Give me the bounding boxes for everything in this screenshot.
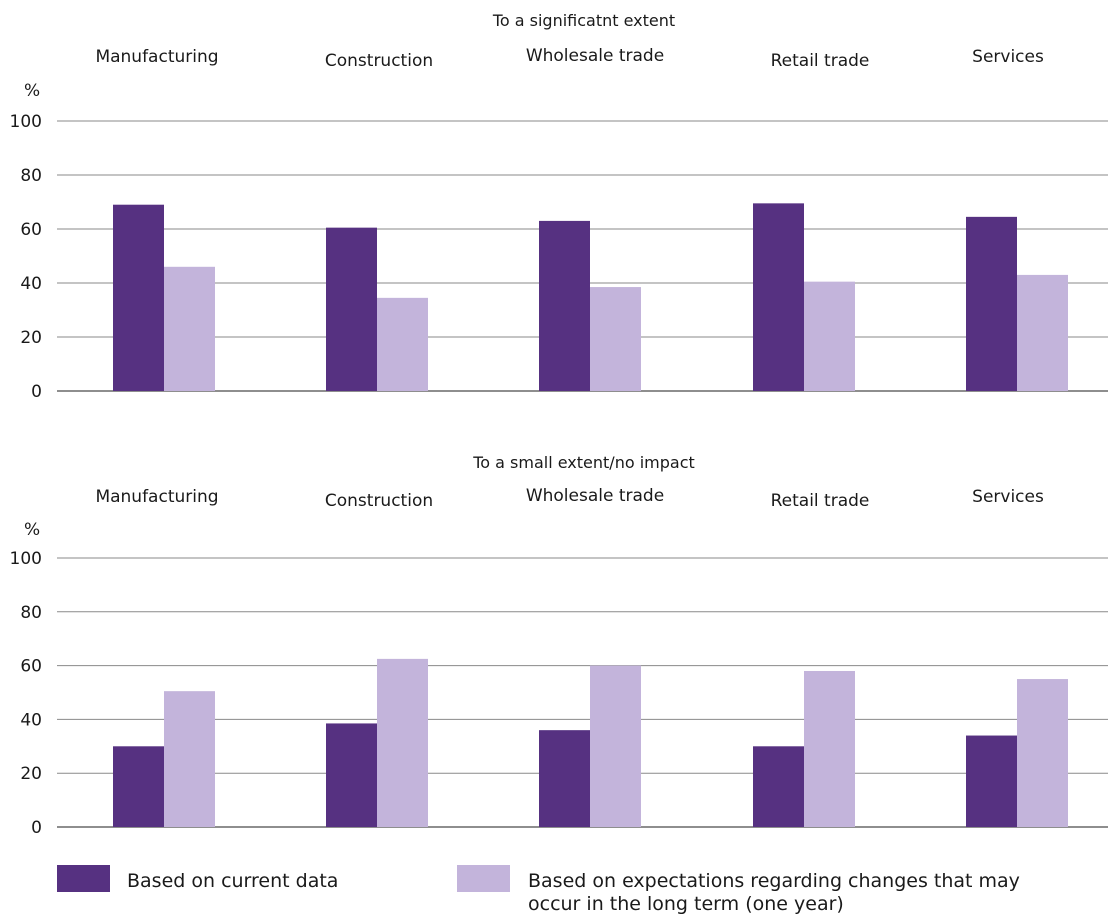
y-tick-label: 0 bbox=[31, 818, 42, 838]
category-label: Construction bbox=[325, 491, 433, 511]
bar-expectations bbox=[1017, 679, 1068, 827]
bar-current bbox=[113, 204, 164, 391]
y-tick-label: 100 bbox=[10, 549, 42, 569]
bar-expectations bbox=[804, 670, 855, 827]
y-tick-label: 20 bbox=[20, 764, 42, 784]
bar-current bbox=[966, 216, 1017, 391]
y-tick-label: 40 bbox=[20, 274, 42, 294]
chart-panel-2: To a small extent/no impact% 0 20 40 60 80 100… bbox=[10, 453, 1108, 838]
bar-expectations bbox=[1017, 274, 1068, 391]
y-tick-label: 60 bbox=[20, 220, 42, 240]
bar-expectations bbox=[164, 266, 215, 391]
category-label: Manufacturing bbox=[95, 487, 218, 507]
y-tick-label: 0 bbox=[31, 382, 42, 402]
category-label: Wholesale trade bbox=[526, 486, 664, 506]
panel-title: To a significatnt extent bbox=[492, 11, 675, 30]
legend-label: Based on current data bbox=[127, 870, 338, 892]
y-axis-unit-label: % bbox=[24, 520, 40, 540]
chart-legend: Based on current data Based on expectatio… bbox=[57, 865, 1020, 914]
category-label: Wholesale trade bbox=[526, 46, 664, 66]
bar-current bbox=[753, 746, 804, 827]
legend-label: occur in the long term (one year) bbox=[528, 893, 844, 914]
bar-expectations bbox=[377, 297, 428, 391]
bar-current bbox=[753, 203, 804, 391]
bar-expectations bbox=[590, 287, 641, 391]
y-tick-label: 80 bbox=[20, 166, 42, 186]
bar-expectations bbox=[590, 665, 641, 827]
category-label: Services bbox=[972, 487, 1044, 507]
bar-current bbox=[539, 730, 590, 827]
bar-current bbox=[326, 227, 377, 391]
category-label: Retail trade bbox=[771, 491, 870, 511]
y-tick-label: 60 bbox=[20, 657, 42, 677]
chart-panel-1: To a significatnt extent% 0 20 40 60 80 100 Man… bbox=[10, 11, 1108, 402]
legend-swatch bbox=[457, 865, 510, 892]
legend-swatch bbox=[57, 865, 110, 892]
category-label: Retail trade bbox=[771, 51, 870, 71]
chart-panels: To a significatnt extent% 0 20 40 60 80 100 Man… bbox=[10, 11, 1108, 838]
y-tick-label: 40 bbox=[20, 710, 42, 730]
bar-current bbox=[113, 746, 164, 827]
y-axis-unit-label: % bbox=[24, 81, 40, 101]
bar-expectations bbox=[804, 281, 855, 391]
legend-label: Based on expectations regarding changes … bbox=[528, 870, 1020, 892]
category-label: Services bbox=[972, 47, 1044, 67]
bar-current bbox=[966, 735, 1017, 827]
y-tick-label: 80 bbox=[20, 603, 42, 623]
panel-title: To a small extent/no impact bbox=[472, 453, 695, 472]
y-tick-label: 100 bbox=[10, 112, 42, 132]
bar-expectations bbox=[377, 658, 428, 827]
bar-current bbox=[539, 220, 590, 391]
y-tick-label: 20 bbox=[20, 328, 42, 348]
category-label: Manufacturing bbox=[95, 47, 218, 67]
bar-current bbox=[326, 723, 377, 827]
category-label: Construction bbox=[325, 51, 433, 71]
bar-expectations bbox=[164, 691, 215, 827]
